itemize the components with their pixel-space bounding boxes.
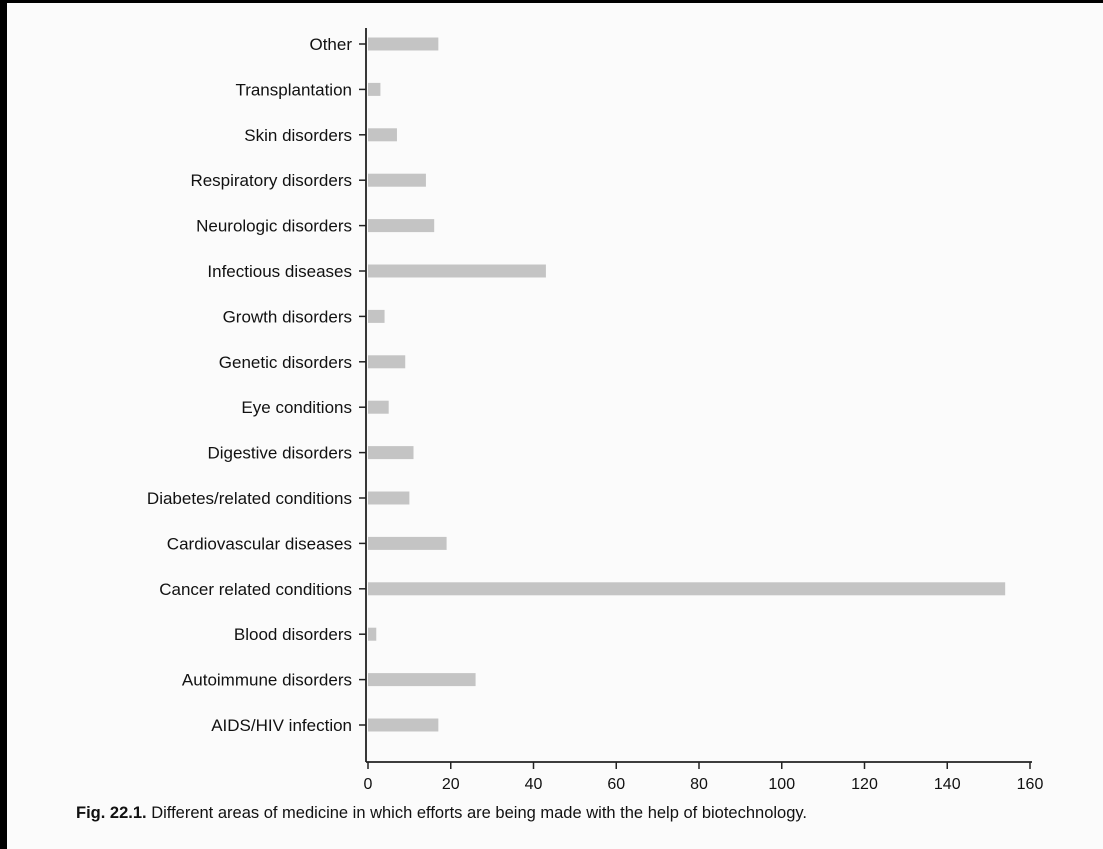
bar: [368, 173, 426, 187]
category-label: Digestive disorders: [207, 444, 352, 463]
category-label: Growth disorders: [223, 307, 352, 326]
top-frame-border: [0, 0, 1103, 3]
left-frame-border: [0, 0, 7, 849]
category-label: Genetic disorders: [219, 353, 352, 372]
bar: [368, 673, 476, 687]
bar: [368, 627, 377, 641]
category-label: Other: [309, 35, 352, 54]
x-tick-label: 120: [851, 776, 878, 793]
figure-number: Fig. 22.1.: [76, 804, 147, 822]
x-tick-label: 40: [525, 776, 543, 793]
x-tick-label: 80: [690, 776, 708, 793]
category-label: Skin disorders: [244, 126, 352, 145]
x-tick-label: 140: [934, 776, 961, 793]
category-label: Transplantation: [235, 80, 352, 99]
x-tick-label: 60: [607, 776, 625, 793]
x-tick-label: 0: [364, 776, 373, 793]
bars-layer: [368, 37, 1006, 732]
x-axis-ticks: 0 20 40 60 80 100 120 140 160: [364, 762, 1044, 793]
x-tick-label: 160: [1017, 776, 1044, 793]
category-label: Respiratory disorders: [190, 171, 352, 190]
bar: [368, 309, 385, 323]
bar: [368, 718, 439, 732]
figure-caption: Fig. 22.1. Different areas of medicine i…: [76, 804, 1066, 823]
category-labels: AIDS/HIV infection Autoimmune disorders Bl…: [147, 35, 352, 735]
bar: [368, 400, 389, 414]
category-label: Cancer related conditions: [159, 580, 352, 599]
page-background: [7, 3, 1103, 849]
bar: [368, 264, 546, 278]
bar: [368, 82, 381, 96]
category-label: AIDS/HIV infection: [211, 716, 352, 735]
bar: [368, 446, 414, 460]
bar: [368, 355, 406, 369]
bar: [368, 491, 410, 505]
figure-caption-text: Different areas of medicine in which eff…: [151, 804, 808, 822]
category-label: Eye conditions: [241, 398, 352, 417]
category-label: Neurologic disorders: [196, 217, 352, 236]
bar: [368, 219, 435, 233]
category-label: Autoimmune disorders: [182, 671, 352, 690]
bar: [368, 128, 397, 142]
category-label: Diabetes/related conditions: [147, 489, 352, 508]
bar: [368, 37, 439, 51]
x-tick-label: 20: [442, 776, 460, 793]
bar: [368, 536, 447, 550]
x-tick-label: 100: [768, 776, 795, 793]
category-label: Cardiovascular diseases: [167, 534, 352, 553]
axes: [359, 28, 1032, 763]
category-label: Blood disorders: [234, 625, 352, 644]
bar: [368, 582, 1006, 596]
bar-chart: AIDS/HIV infection Autoimmune disorders Bl…: [147, 28, 1044, 793]
category-label: Infectious diseases: [207, 262, 352, 281]
